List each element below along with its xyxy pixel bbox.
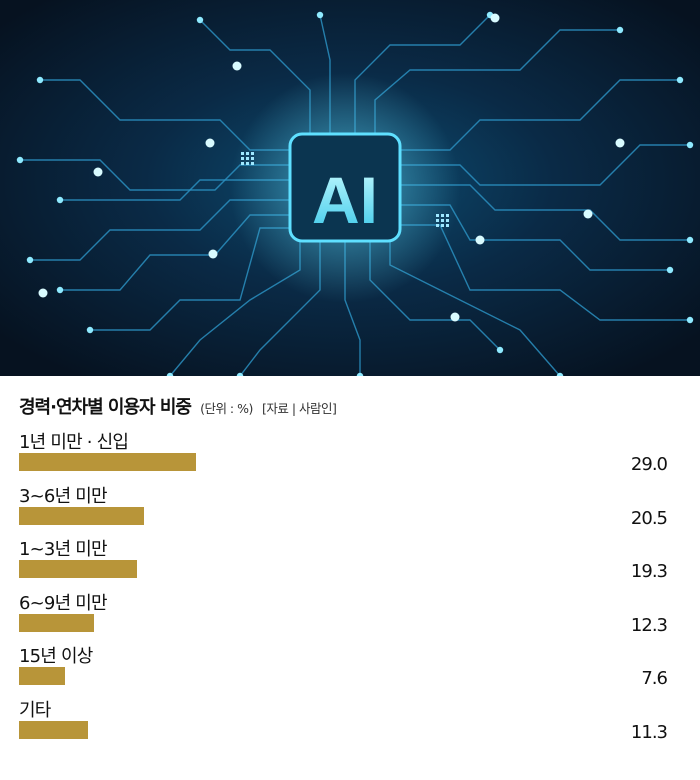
circuit-node [686, 236, 694, 244]
circuit-node [666, 266, 674, 274]
glow-dot [583, 209, 593, 219]
circuit-node [86, 326, 94, 334]
bar [19, 560, 137, 578]
circuit-board-illustration: AI [0, 0, 700, 376]
circuit-node [496, 346, 504, 354]
circuit-node [686, 141, 694, 149]
circuit-node [166, 372, 174, 376]
circuit-node [676, 76, 684, 84]
bar [19, 506, 145, 525]
bar [19, 613, 95, 632]
circuit-node [616, 26, 624, 34]
circuit-node [236, 372, 244, 376]
circuit-node [26, 256, 34, 264]
bar-row: 6~9년 미만 12.3 [0, 589, 700, 641]
glow-dot [475, 235, 485, 245]
circuit-nodes [16, 11, 694, 376]
bar-row: 1~3년 미만 19.3 [0, 535, 700, 587]
category-label: 3~6년 미만 [19, 485, 108, 507]
glow-dot [232, 61, 242, 71]
value-label: 12.3 [630, 614, 668, 636]
category-label: 1~3년 미만 [19, 539, 108, 560]
circuit-node [56, 196, 64, 204]
chart-title: 경력·연차별 이용자 비중 [19, 397, 192, 418]
hero-image: AI [0, 0, 700, 376]
value-label: 7.6 [641, 668, 668, 689]
chart-source-note: [자료 | 사람인] [261, 401, 337, 416]
circuit-node [16, 156, 24, 164]
category-label: 15년 이상 [19, 646, 93, 667]
value-label: 19.3 [630, 561, 668, 582]
chart-unit-note: (단위 : %) [200, 401, 253, 416]
circuit-node [686, 316, 694, 324]
glow-dot [490, 13, 500, 23]
bar [19, 667, 66, 685]
category-label: 기타 [19, 699, 51, 721]
glow-dot [450, 312, 460, 322]
bar-chart: 경력·연차별 이용자 비중 (단위 : %) [자료 | 사람인] 1년 미만 … [0, 376, 700, 780]
glow-dot [208, 249, 218, 259]
glow-dot [205, 138, 215, 148]
circuit-node [556, 372, 564, 376]
dot-grid-icon [241, 152, 449, 227]
category-label: 1년 미만 · 신입 [19, 432, 129, 453]
bar-row: 3~6년 미만 20.5 [0, 482, 700, 534]
bar-row: 15년 이상 7.6 [0, 642, 700, 694]
value-label: 20.5 [630, 507, 668, 529]
circuit-node [36, 76, 44, 84]
circuit-node [356, 372, 364, 376]
glow-dot [38, 288, 48, 298]
value-label: 11.3 [630, 721, 668, 743]
circuit-node [316, 11, 324, 19]
glow-dot [615, 138, 625, 148]
glow-dot [93, 167, 103, 177]
ai-chip-label: AI [312, 163, 378, 237]
chart-title-row: 경력·연차별 이용자 비중 (단위 : %) [자료 | 사람인] [19, 393, 337, 419]
bar [19, 453, 196, 471]
bar [19, 720, 88, 739]
value-label: 29.0 [630, 454, 668, 475]
bar-row: 1년 미만 · 신입 29.0 [0, 428, 700, 480]
circuit-node [196, 16, 204, 24]
circuit-node [56, 286, 64, 294]
ai-chip [288, 132, 402, 243]
category-label: 6~9년 미만 [19, 592, 108, 614]
bar-row: 기타 11.3 [0, 696, 700, 748]
